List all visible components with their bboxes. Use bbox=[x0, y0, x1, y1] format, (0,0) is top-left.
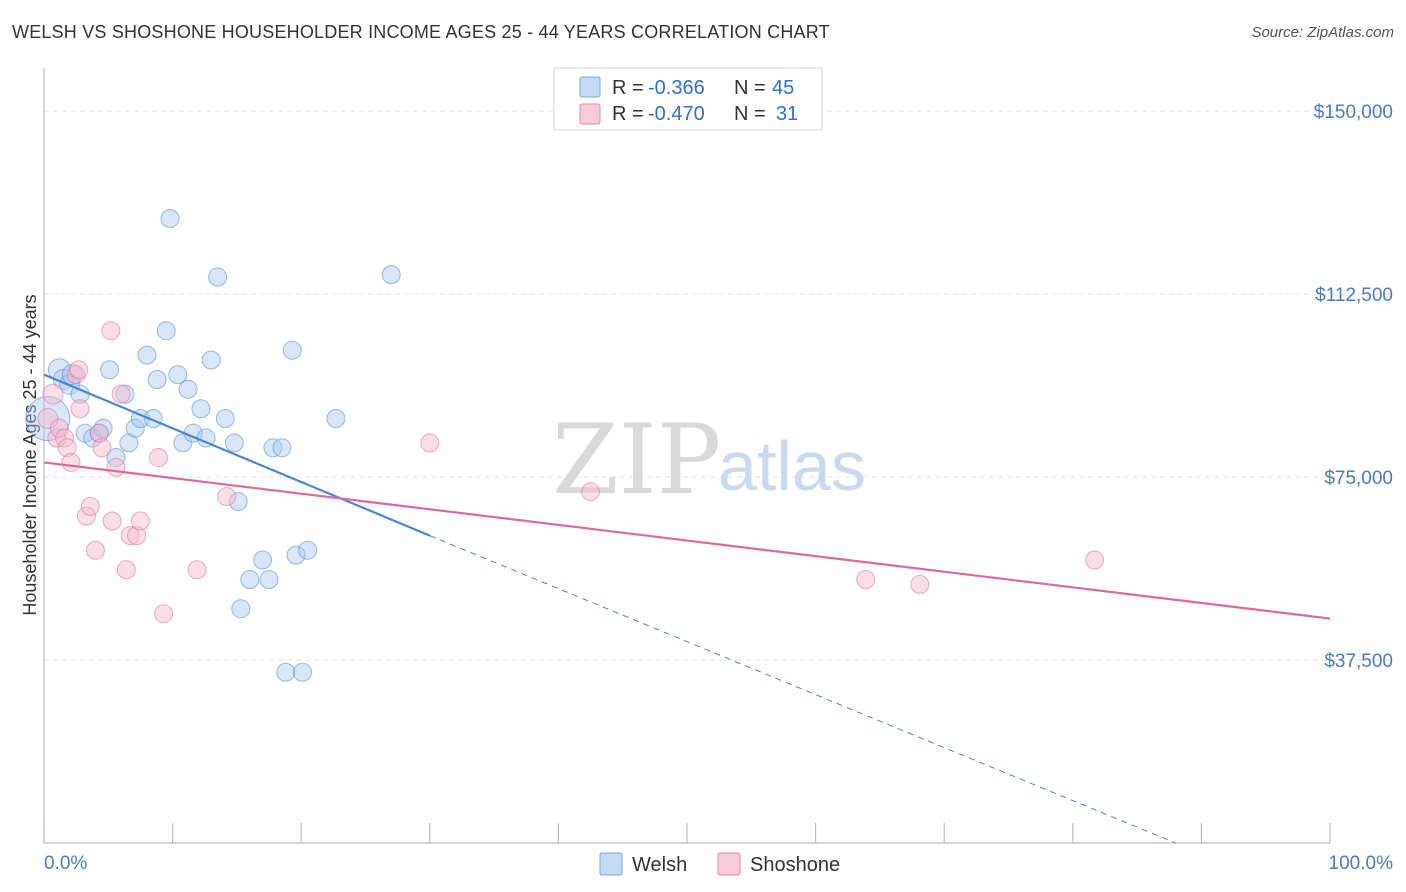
series-legend-swatch-welsh bbox=[599, 852, 623, 876]
welsh-point bbox=[240, 570, 260, 590]
shoshone-point bbox=[106, 457, 126, 477]
welsh-point bbox=[178, 379, 198, 399]
welsh-point bbox=[156, 321, 176, 341]
grid-lines bbox=[44, 110, 1395, 661]
welsh-point bbox=[272, 438, 292, 458]
shoshone-point bbox=[37, 408, 59, 430]
legend-r-value-2: -0.470 bbox=[648, 103, 705, 125]
welsh-point bbox=[231, 599, 251, 619]
shoshone-point bbox=[187, 560, 207, 580]
welsh-point bbox=[298, 540, 318, 560]
shoshone-point bbox=[102, 511, 122, 531]
legend-r-label-1: R = bbox=[612, 77, 644, 99]
watermark-zip: ZIP bbox=[552, 404, 721, 516]
welsh-point bbox=[160, 208, 180, 228]
shoshone-point bbox=[581, 482, 601, 502]
legend-n-label-2: N = bbox=[734, 103, 766, 125]
shoshone-point bbox=[116, 560, 136, 580]
shoshone-point bbox=[85, 540, 105, 560]
welsh-point bbox=[147, 369, 167, 389]
legend-r-label-2: R = bbox=[612, 103, 644, 125]
x-tick-labels: 0.0% 100.0% bbox=[44, 853, 1393, 874]
shoshone-point bbox=[127, 526, 147, 546]
chart-title: WELSH VS SHOSHONE HOUSEHOLDER INCOME AGE… bbox=[12, 22, 830, 42]
shoshone-point bbox=[89, 423, 109, 443]
welsh-point bbox=[61, 364, 83, 386]
series-legend-swatch-shoshone bbox=[717, 852, 741, 876]
welsh-point bbox=[106, 448, 126, 468]
shoshone-point bbox=[420, 433, 440, 453]
welsh-point bbox=[168, 365, 188, 385]
welsh-point bbox=[276, 662, 296, 682]
shoshone-point bbox=[120, 526, 140, 546]
axes bbox=[43, 68, 1331, 844]
shoshone-point bbox=[92, 438, 112, 458]
legend-swatch-welsh bbox=[579, 76, 601, 98]
welsh-point bbox=[259, 570, 279, 590]
y-tick-label: $112,500 bbox=[1315, 285, 1393, 306]
welsh-point bbox=[228, 491, 248, 511]
welsh-point bbox=[173, 433, 193, 453]
legend-n-value-1: 45 bbox=[772, 77, 794, 99]
shoshone-point bbox=[217, 487, 237, 507]
x-tick-label-max: 100.0% bbox=[1329, 853, 1394, 874]
shoshone-point bbox=[66, 365, 86, 385]
shoshone-point bbox=[69, 360, 89, 380]
x-tick-label-min: 0.0% bbox=[44, 853, 87, 874]
welsh-point bbox=[137, 345, 157, 365]
shoshone-point bbox=[57, 438, 77, 458]
welsh-point bbox=[326, 409, 346, 429]
welsh-point bbox=[224, 433, 244, 453]
legend-n-label-1: N = bbox=[734, 77, 766, 99]
welsh-point bbox=[208, 267, 228, 287]
shoshone-point bbox=[154, 604, 174, 624]
y-tick-label: $75,000 bbox=[1324, 468, 1393, 489]
shoshone-point bbox=[111, 384, 131, 404]
shoshone-point bbox=[76, 506, 96, 526]
shoshone-point bbox=[70, 399, 90, 419]
data-points bbox=[25, 208, 1105, 682]
legend-swatch-shoshone bbox=[579, 103, 601, 125]
shoshone-point bbox=[80, 496, 100, 516]
welsh-point bbox=[100, 360, 120, 380]
y-tick-labels: $37,500 $75,000 $112,500 $150,000 bbox=[1314, 102, 1393, 672]
shoshone-point bbox=[101, 321, 121, 341]
series-legend-label-shoshone: Shoshone bbox=[750, 854, 840, 876]
welsh-point bbox=[125, 418, 145, 438]
welsh-point bbox=[215, 409, 235, 429]
shoshone-point bbox=[856, 570, 876, 590]
shoshone-point bbox=[1085, 550, 1105, 570]
legend-n-value-2: 31 bbox=[776, 103, 798, 125]
welsh-point bbox=[286, 545, 306, 565]
correlation-legend: R = -0.366 N = 45 R = -0.470 N = 31 bbox=[553, 67, 823, 131]
watermark-atlas: atlas bbox=[718, 427, 866, 505]
shoshone-point bbox=[130, 511, 150, 531]
welsh-point bbox=[253, 550, 273, 570]
source-label: Source: ZipAtlas.com bbox=[1251, 24, 1394, 41]
welsh-point bbox=[282, 340, 302, 360]
watermark: ZIP atlas bbox=[552, 404, 866, 516]
welsh-point bbox=[201, 350, 221, 370]
shoshone-point bbox=[148, 448, 168, 468]
welsh-point bbox=[381, 265, 401, 285]
series-legend: Welsh Shoshone bbox=[599, 852, 840, 876]
shoshone-point bbox=[42, 383, 64, 405]
legend-r-value-1: -0.366 bbox=[648, 77, 705, 99]
y-tick-label: $37,500 bbox=[1324, 651, 1393, 672]
shoshone-point bbox=[49, 418, 69, 438]
shoshone-point bbox=[61, 452, 81, 472]
welsh-trend-line bbox=[43, 373, 431, 537]
trend-lines bbox=[43, 373, 1331, 844]
series-legend-label-welsh: Welsh bbox=[632, 854, 687, 876]
y-tick-label: $150,000 bbox=[1314, 102, 1393, 123]
welsh-point bbox=[191, 399, 211, 419]
shoshone-point bbox=[910, 574, 930, 594]
shoshone-trend-line bbox=[43, 461, 1331, 620]
y-axis-label: Householder Income Ages 25 - 44 years bbox=[20, 294, 40, 615]
welsh-point bbox=[292, 662, 312, 682]
welsh-trend-extension bbox=[429, 535, 1176, 844]
